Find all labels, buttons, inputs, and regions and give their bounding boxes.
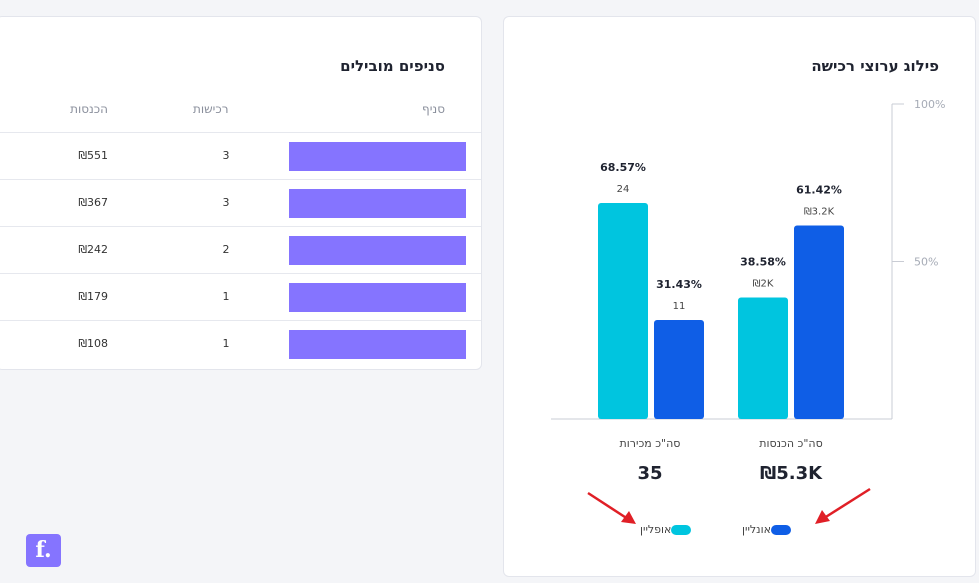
legend-online[interactable]: אונליין [742,523,797,536]
redacted-branch-name [289,283,466,312]
purchases-cell: 3 [222,196,230,209]
bar-percent-label: 38.58% [740,255,786,268]
revenue-cell: ₪367 [78,196,108,209]
channel-bar-chart: 100% 50% 68.57% 24 31.43% 11 38.58% ₪2K 61.42% ₪… [551,98,945,524]
annotation-arrowhead-right [815,510,830,524]
bar-offline-0[interactable] [598,203,648,419]
redacted-branch-name [289,189,466,218]
table-row[interactable]: 1 ₪179 [0,273,481,321]
chart-title: פילוג ערוצי רכישה [811,57,939,75]
table-row[interactable]: 1 ₪108 [0,320,481,368]
revenue-cell: ₪551 [78,149,108,162]
purchases-cell: 1 [222,290,230,303]
purchases-column-header: רכישות [193,102,229,116]
total-sales-label: סה"כ מכירות [619,437,681,450]
table-row[interactable]: 3 ₪367 [0,179,481,227]
redacted-branch-name [289,142,466,171]
table-row[interactable]: 3 ₪551 [0,132,481,180]
revenue-column-header: הכנסות [70,102,108,116]
bar-value-label: 11 [673,301,686,312]
legend-offline-label: אופליין [640,523,672,536]
legend-online-label: אונליין [742,523,771,536]
table-row[interactable]: 2 ₪242 [0,226,481,274]
revenue-cell: ₪108 [78,337,108,350]
bar-offline-1[interactable] [738,297,788,419]
bar-online-1[interactable] [794,225,844,419]
total-revenue-label: סה"כ הכנסות [759,437,823,450]
purchases-cell: 2 [222,243,230,256]
y-tick-label: 50% [914,256,938,269]
total-sales-value: 35 [637,463,663,484]
bar-percent-label: 31.43% [656,278,702,291]
redacted-branch-name [289,330,466,359]
revenue-cell: ₪179 [78,290,108,303]
top-branches-card: סניפים מובילים סניף רכישות הכנסות 3 ₪551… [0,16,482,370]
purchases-cell: 3 [222,149,230,162]
y-tick-label: 100% [914,98,945,111]
branch-column-header: סניף [422,102,445,116]
total-revenue-value: ₪5.3K [759,463,823,484]
bar-value-label: 24 [617,184,630,195]
purchases-cell: 1 [222,337,230,350]
legend-offline[interactable]: אופליין [640,523,697,536]
bar-percent-label: 68.57% [600,161,646,174]
annotation-arrow-left [587,491,632,523]
annotation-arrow-right [820,487,871,522]
bar-value-label: ₪2K [753,278,774,289]
redacted-branch-name [289,236,466,265]
app-logo: f. [26,534,61,567]
bar-percent-label: 61.42% [796,184,842,197]
bar-online-0[interactable] [654,319,704,419]
annotation-arrowhead-left [621,511,636,524]
top-branches-title: סניפים מובילים [340,57,445,75]
bar-value-label: ₪3.2K [804,207,835,218]
revenue-cell: ₪242 [78,243,108,256]
purchase-channels-card: פילוג ערוצי רכישה 100% 50% 68.57% 24 31.43%… [503,16,976,577]
legend-offline-swatch [671,524,692,535]
legend-online-swatch [770,524,791,535]
